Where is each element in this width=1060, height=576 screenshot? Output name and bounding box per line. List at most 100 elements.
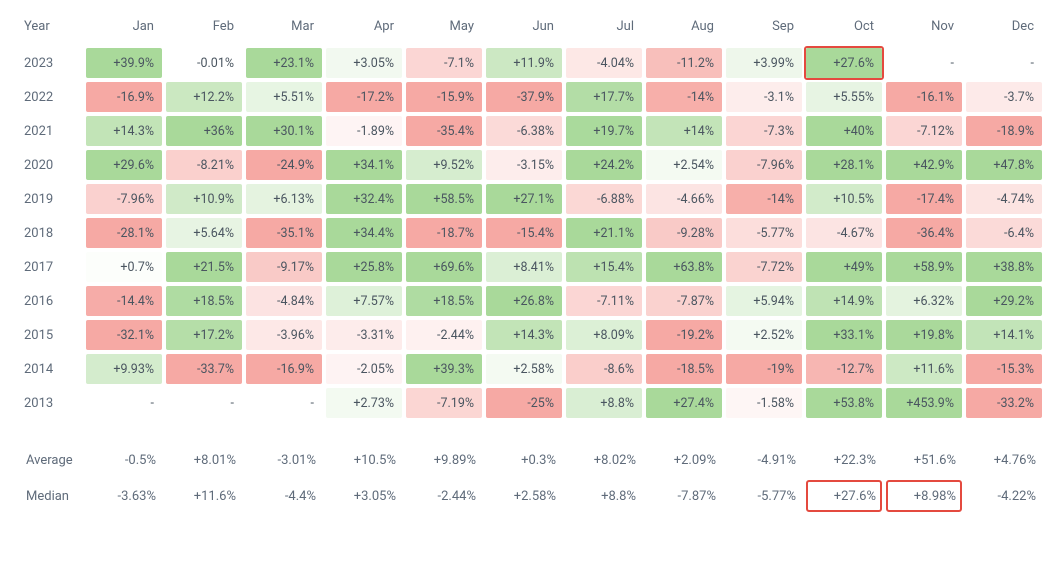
heatmap-cell: -33.2% <box>964 386 1044 420</box>
stat-cell: -0.5% <box>84 442 164 478</box>
heatmap-cell: -18.7% <box>404 216 484 250</box>
heatmap-cell: -4.67% <box>804 216 884 250</box>
stat-cell: +0.3% <box>484 442 564 478</box>
heatmap-cell: +11.9% <box>484 46 564 80</box>
heatmap-cell: -3.96% <box>244 318 324 352</box>
heatmap-cell: -9.17% <box>244 250 324 284</box>
heatmap-cell: -25% <box>484 386 564 420</box>
heatmap-cell: +0.7% <box>84 250 164 284</box>
heatmap-cell: -19.2% <box>644 318 724 352</box>
heatmap-cell: -19% <box>724 352 804 386</box>
stat-row: Median-3.63%+11.6%-4.4%+3.05%-2.44%+2.58… <box>18 478 1044 514</box>
heatmap-cell: +18.5% <box>404 284 484 318</box>
heatmap-cell: +33.1% <box>804 318 884 352</box>
heatmap-cell: +42.9% <box>884 148 964 182</box>
heatmap-cell: +5.55% <box>804 80 884 114</box>
heatmap-cell: -6.88% <box>564 182 644 216</box>
heatmap-cell: +53.8% <box>804 386 884 420</box>
heatmap-cell: +58.9% <box>884 250 964 284</box>
heatmap-cell: +8.09% <box>564 318 644 352</box>
heatmap-cell: +8.41% <box>484 250 564 284</box>
stat-cell: +27.6% <box>804 478 884 514</box>
heatmap-cell: -33.7% <box>164 352 244 386</box>
heatmap-cell: +29.6% <box>84 148 164 182</box>
heatmap-cell: +58.5% <box>404 182 484 216</box>
heatmap-cell: +27.1% <box>484 182 564 216</box>
heatmap-cell: -6.4% <box>964 216 1044 250</box>
table-row: 2017+0.7%+21.5%-9.17%+25.8%+69.6%+8.41%+… <box>18 250 1044 284</box>
heatmap-cell: -15.4% <box>484 216 564 250</box>
stat-cell: +9.89% <box>404 442 484 478</box>
table-row: 2013---+2.73%-7.19%-25%+8.8%+27.4%-1.58%… <box>18 386 1044 420</box>
header-month: Mar <box>244 12 324 46</box>
heatmap-cell: +17.2% <box>164 318 244 352</box>
stat-cell: +3.05% <box>324 478 404 514</box>
heatmap-cell: -24.9% <box>244 148 324 182</box>
stat-row: Average-0.5%+8.01%-3.01%+10.5%+9.89%+0.3… <box>18 442 1044 478</box>
heatmap-cell: +26.8% <box>484 284 564 318</box>
heatmap-cell: -7.72% <box>724 250 804 284</box>
heatmap-cell: +19.7% <box>564 114 644 148</box>
heatmap-cell: +38.8% <box>964 250 1044 284</box>
heatmap-cell: +2.73% <box>324 386 404 420</box>
heatmap-cell: +17.7% <box>564 80 644 114</box>
stat-cell: +8.01% <box>164 442 244 478</box>
header-year: Year <box>18 12 84 46</box>
heatmap-cell: +8.8% <box>564 386 644 420</box>
stat-cell: +8.8% <box>564 478 644 514</box>
heatmap-cell: -8.21% <box>164 148 244 182</box>
header-month: Dec <box>964 12 1044 46</box>
year-label: 2019 <box>18 182 84 216</box>
heatmap-cell: +3.99% <box>724 46 804 80</box>
heatmap-cell: +2.54% <box>644 148 724 182</box>
heatmap-cell: - <box>84 386 164 420</box>
heatmap-cell: +63.8% <box>644 250 724 284</box>
heatmap-cell: -3.7% <box>964 80 1044 114</box>
stat-label: Average <box>18 442 84 478</box>
header-month: Feb <box>164 12 244 46</box>
heatmap-cell: -3.1% <box>724 80 804 114</box>
heatmap-cell: -2.44% <box>404 318 484 352</box>
heatmap-cell: +2.58% <box>484 352 564 386</box>
stat-cell: -3.01% <box>244 442 324 478</box>
year-label: 2016 <box>18 284 84 318</box>
heatmap-cell: +15.4% <box>564 250 644 284</box>
stat-cell: -2.44% <box>404 478 484 514</box>
heatmap-cell: +28.1% <box>804 148 884 182</box>
heatmap-cell: -15.3% <box>964 352 1044 386</box>
stat-cell: -3.63% <box>84 478 164 514</box>
heatmap-cell: +6.32% <box>884 284 964 318</box>
stat-cell: -7.87% <box>644 478 724 514</box>
year-label: 2021 <box>18 114 84 148</box>
heatmap-cell: +5.51% <box>244 80 324 114</box>
year-label: 2015 <box>18 318 84 352</box>
stat-cell: +2.58% <box>484 478 564 514</box>
header-month: Jul <box>564 12 644 46</box>
heatmap-cell: +36% <box>164 114 244 148</box>
heatmap-cell: -36.4% <box>884 216 964 250</box>
header-month: Nov <box>884 12 964 46</box>
header-row: Year Jan Feb Mar Apr May Jun Jul Aug Sep… <box>18 12 1044 46</box>
table-row: 2019-7.96%+10.9%+6.13%+32.4%+58.5%+27.1%… <box>18 182 1044 216</box>
stat-cell: +22.3% <box>804 442 884 478</box>
heatmap-cell: - <box>244 386 324 420</box>
heatmap-cell: -1.58% <box>724 386 804 420</box>
heatmap-cell: -12.7% <box>804 352 884 386</box>
heatmap-cell: +39.3% <box>404 352 484 386</box>
heatmap-cell: +34.1% <box>324 148 404 182</box>
header-month: Aug <box>644 12 724 46</box>
heatmap-cell: -1.89% <box>324 114 404 148</box>
year-label: 2023 <box>18 46 84 80</box>
heatmap-cell: -0.01% <box>164 46 244 80</box>
heatmap-cell: +24.2% <box>564 148 644 182</box>
heatmap-cell: - <box>164 386 244 420</box>
heatmap-cell: +49% <box>804 250 884 284</box>
header-month: Jan <box>84 12 164 46</box>
table-row: 2022-16.9%+12.2%+5.51%-17.2%-15.9%-37.9%… <box>18 80 1044 114</box>
heatmap-cell: -9.28% <box>644 216 724 250</box>
heatmap-cell: +25.8% <box>324 250 404 284</box>
heatmap-cell: - <box>884 46 964 80</box>
heatmap-cell: +27.6% <box>804 46 884 80</box>
header-month: Apr <box>324 12 404 46</box>
table-row: 2023+39.9%-0.01%+23.1%+3.05%-7.1%+11.9%-… <box>18 46 1044 80</box>
